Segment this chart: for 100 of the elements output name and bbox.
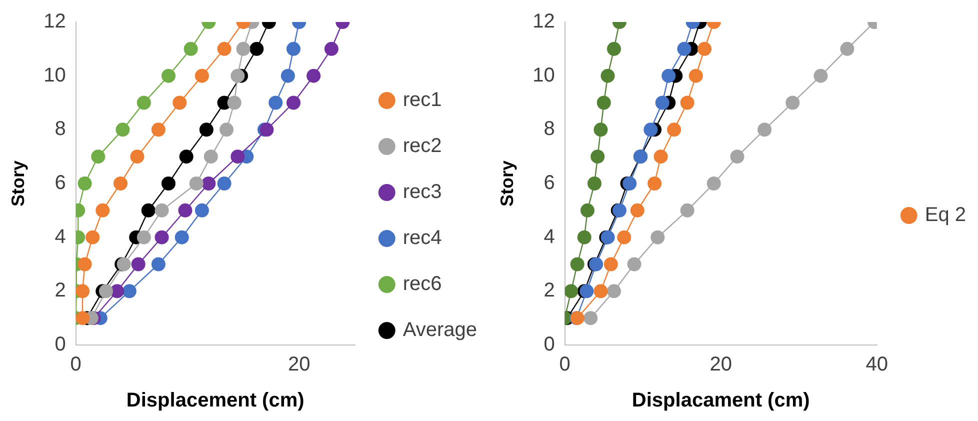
point <box>136 230 151 244</box>
point <box>86 230 100 244</box>
y-tick-label: 10 <box>532 64 555 86</box>
point <box>236 42 250 56</box>
x-axis-title: Displacament (cm) <box>632 390 810 412</box>
y-axis-title: Story <box>8 160 28 207</box>
point <box>189 176 204 190</box>
point <box>786 96 800 110</box>
y-tick-label: 4 <box>54 226 66 248</box>
point <box>677 42 692 56</box>
point <box>98 284 113 298</box>
point <box>122 284 136 298</box>
point <box>617 230 632 244</box>
y-tick-label: 2 <box>544 280 555 302</box>
point <box>194 68 209 83</box>
point <box>840 42 854 56</box>
point <box>590 150 605 164</box>
point <box>172 96 187 110</box>
point <box>91 150 106 164</box>
legend-label: Eq 2 <box>924 204 966 226</box>
point <box>227 96 242 110</box>
x-tick-label: 0 <box>70 354 82 376</box>
point <box>286 42 300 56</box>
x-axis-title: Displacement (cm) <box>126 390 304 412</box>
legend-label: rec2 <box>402 135 442 158</box>
point <box>587 176 602 190</box>
point <box>217 176 232 190</box>
y-tick-label: 12 <box>532 10 555 33</box>
point <box>604 257 618 272</box>
point <box>113 176 128 190</box>
point <box>622 176 637 190</box>
point <box>688 68 703 83</box>
point <box>730 150 744 164</box>
point <box>260 122 274 137</box>
x-tick-label: 20 <box>288 354 310 376</box>
y-tick-label: 0 <box>544 334 555 356</box>
point <box>184 42 198 56</box>
point <box>204 150 218 164</box>
point <box>130 150 144 164</box>
point <box>594 122 608 137</box>
y-tick-label: 4 <box>544 226 555 248</box>
point <box>136 96 151 110</box>
point <box>627 257 642 272</box>
legend-label: rec4 <box>402 227 442 250</box>
y-tick-label: 8 <box>54 118 66 140</box>
point <box>161 176 176 190</box>
point <box>594 284 608 298</box>
point <box>217 42 232 56</box>
point <box>220 122 234 137</box>
point <box>580 284 594 298</box>
point <box>680 96 694 110</box>
point <box>596 96 611 110</box>
point <box>648 176 662 190</box>
point <box>96 203 110 218</box>
point <box>286 96 300 110</box>
point <box>564 284 578 298</box>
y-tick-label: 10 <box>44 64 66 86</box>
legend-label: rec3 <box>402 181 442 204</box>
point <box>178 203 192 218</box>
point <box>306 68 321 83</box>
legend-label: rec6 <box>402 273 442 296</box>
y-tick-label: 6 <box>544 172 555 194</box>
point <box>706 176 721 190</box>
point <box>179 150 194 164</box>
point <box>194 203 209 218</box>
point <box>280 68 295 83</box>
point <box>78 176 92 190</box>
point <box>654 150 668 164</box>
point <box>697 42 712 56</box>
point <box>154 230 169 244</box>
point <box>655 96 670 110</box>
y-tick-label: 6 <box>54 172 66 194</box>
x-tick-label: 0 <box>559 354 570 376</box>
point <box>268 96 283 110</box>
point <box>202 176 216 190</box>
point <box>577 230 592 244</box>
legend-label: rec1 <box>402 89 442 112</box>
y-tick-label: 0 <box>54 334 66 356</box>
point <box>758 122 772 137</box>
y-tick-label: 8 <box>544 118 555 140</box>
point <box>141 203 156 218</box>
point <box>662 68 676 83</box>
point <box>76 284 90 298</box>
point <box>324 42 338 56</box>
point <box>76 311 90 326</box>
point <box>230 150 245 164</box>
x-tick-label: 20 <box>710 354 732 376</box>
point <box>154 203 169 218</box>
legend-label: Average <box>402 319 478 342</box>
point <box>600 68 615 83</box>
point <box>131 257 146 272</box>
point <box>199 122 214 137</box>
point <box>161 68 176 83</box>
point <box>644 122 658 137</box>
point <box>151 257 166 272</box>
point <box>650 230 665 244</box>
y-axis-title: Story <box>496 160 517 207</box>
point <box>580 203 594 218</box>
point <box>814 68 828 83</box>
point <box>250 42 264 56</box>
